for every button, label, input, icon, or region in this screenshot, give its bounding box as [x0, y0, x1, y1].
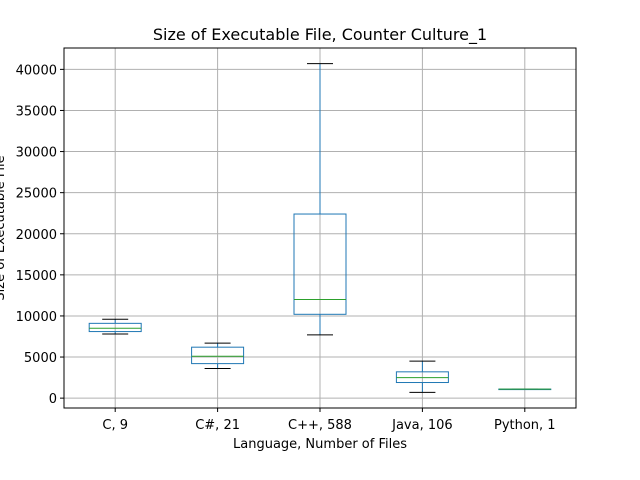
box-group	[498, 388, 552, 391]
y-tick-label: 40000	[16, 63, 57, 78]
x-axis-label: Language, Number of Files	[233, 437, 407, 452]
y-tick-label: 15000	[16, 269, 57, 284]
y-tick-label: 5000	[24, 351, 57, 366]
box-group	[395, 360, 449, 393]
x-tick-label: C#, 21	[195, 418, 240, 433]
y-tick-label: 10000	[16, 310, 57, 325]
box-plot-series	[88, 63, 552, 393]
box-group	[88, 318, 142, 335]
x-tick-label: Java, 106	[391, 418, 453, 433]
y-tick-label: 25000	[16, 187, 57, 202]
box-iqr	[88, 322, 142, 333]
box-group	[293, 63, 347, 336]
x-tick-label: C, 9	[102, 418, 128, 433]
x-tick-label: Python, 1	[494, 418, 556, 433]
box-iqr	[191, 346, 245, 365]
y-tick-label: 30000	[16, 146, 57, 161]
y-tick-label: 35000	[16, 104, 57, 119]
y-tick-label: 20000	[16, 228, 57, 243]
y-tick-label: 0	[49, 392, 57, 407]
box-iqr	[293, 213, 347, 315]
y-axis-label: Size of Executable File	[0, 155, 8, 300]
x-tick-label: C++, 588	[288, 418, 352, 433]
chart-title: Size of Executable File, Counter Culture…	[153, 25, 487, 45]
axes: 0 5000 10000 15000 20000 25000 30000 35000 40000…	[16, 63, 556, 433]
box-group	[191, 342, 245, 370]
